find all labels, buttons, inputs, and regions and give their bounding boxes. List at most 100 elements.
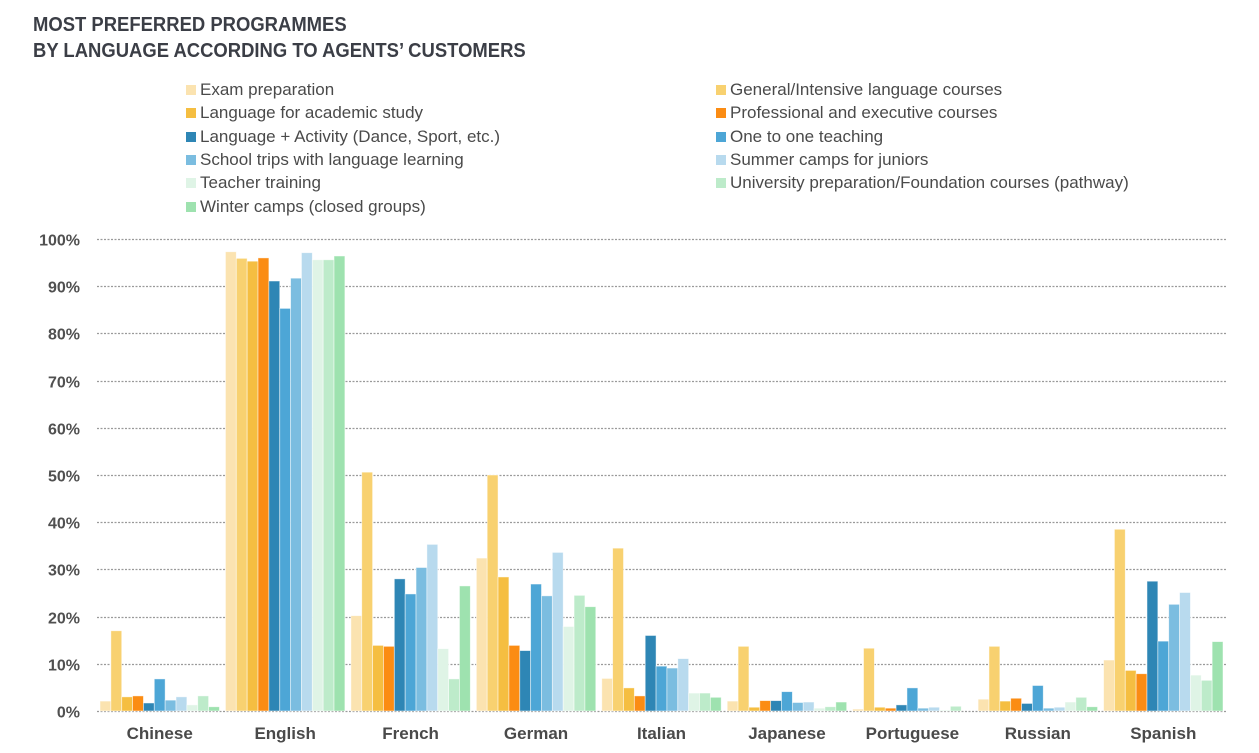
bar xyxy=(426,543,439,712)
legend-swatch xyxy=(716,108,726,119)
bar-group-japanese xyxy=(726,645,848,712)
bar xyxy=(208,706,220,712)
y-tick-label: 0% xyxy=(57,705,80,722)
bar xyxy=(99,700,112,712)
bar xyxy=(835,701,848,712)
bar xyxy=(1146,580,1159,712)
legend-label: Language for academic study xyxy=(200,103,424,123)
y-tick-label: 70% xyxy=(48,375,80,392)
legend-label: School trips with language learning xyxy=(200,149,464,169)
legend-swatch xyxy=(186,201,196,212)
bar xyxy=(1124,670,1137,712)
bar-group-russian xyxy=(977,645,1098,712)
legend-item: Language for academic study xyxy=(186,102,423,124)
legend-item: School trips with language learning xyxy=(186,149,464,171)
bar xyxy=(1103,659,1115,712)
bar xyxy=(486,474,499,712)
bar xyxy=(1086,706,1098,712)
bar xyxy=(541,595,553,712)
legend-item: Professional and executive courses xyxy=(716,102,997,124)
y-tick-label: 50% xyxy=(48,469,80,486)
bar xyxy=(1114,528,1126,712)
bar xyxy=(928,706,940,712)
x-tick-label: Japanese xyxy=(748,724,826,743)
legend-item: General/Intensive language courses xyxy=(716,79,1002,101)
chart-title: MOST PREFERRED PROGRAMMES BY LANGUAGE AC… xyxy=(33,12,526,64)
legend-label: General/Intensive language courses xyxy=(730,80,1003,99)
legend-swatch xyxy=(716,131,726,142)
bar xyxy=(301,252,313,712)
bar xyxy=(770,700,782,712)
legend-label: Summer camps for juniors xyxy=(730,149,929,169)
bar xyxy=(988,645,1001,712)
bar xyxy=(1211,641,1224,712)
bar xyxy=(759,700,772,712)
bar xyxy=(530,583,542,712)
bar xyxy=(153,678,166,712)
x-tick-label: English xyxy=(254,724,315,743)
bar xyxy=(164,699,177,712)
legend-swatch xyxy=(186,178,196,189)
bar-group-german xyxy=(475,474,597,712)
bar xyxy=(437,648,450,712)
bar xyxy=(225,251,237,712)
bar-group-english xyxy=(225,251,346,712)
bar xyxy=(601,678,614,712)
bar xyxy=(863,647,875,712)
legend-item: Exam preparation xyxy=(186,79,334,101)
bar xyxy=(322,259,335,712)
bar xyxy=(415,567,428,712)
bar xyxy=(372,644,384,712)
bar xyxy=(132,695,144,712)
y-tick-label: 20% xyxy=(48,611,80,628)
bar xyxy=(655,665,668,712)
bar xyxy=(873,706,886,712)
bar xyxy=(1075,696,1088,712)
bar xyxy=(699,692,711,712)
bar xyxy=(110,630,123,712)
bar xyxy=(781,691,793,712)
legend-item: University preparation/Foundation course… xyxy=(716,172,1129,194)
legend-item: Summer camps for juniors xyxy=(716,149,928,171)
bar xyxy=(361,471,374,712)
bar xyxy=(246,260,259,712)
bar xyxy=(1021,703,1033,712)
bar xyxy=(1179,592,1191,712)
chart-title-line-2: BY LANGUAGE ACCORDING TO AGENTS’ CUSTOME… xyxy=(33,39,526,62)
bar xyxy=(393,578,406,712)
legend-swatch xyxy=(186,154,196,165)
legend-swatch xyxy=(716,154,726,165)
x-tick-label: German xyxy=(504,724,568,743)
x-tick-label: Russian xyxy=(1005,724,1071,743)
bar xyxy=(939,709,951,712)
bar xyxy=(1010,697,1022,712)
y-tick-label: 40% xyxy=(48,516,80,533)
bar xyxy=(143,702,155,712)
x-tick-label: Chinese xyxy=(127,724,193,743)
bar xyxy=(584,606,597,712)
legend-label: Winter camps (closed groups) xyxy=(200,196,426,216)
legend-item: Teacher training xyxy=(186,172,321,194)
legend-label: Professional and executive courses xyxy=(730,103,998,123)
bar xyxy=(519,650,532,712)
bar xyxy=(290,277,302,712)
y-tick-label: 10% xyxy=(48,658,80,675)
bar-group-chinese xyxy=(99,630,220,712)
bar xyxy=(748,706,761,712)
bar xyxy=(895,704,908,712)
bar xyxy=(852,708,864,712)
bar xyxy=(677,658,690,712)
legend-swatch xyxy=(186,108,196,119)
x-tick-label: Italian xyxy=(637,724,686,743)
legend-label: University preparation/Foundation course… xyxy=(730,173,1129,193)
bar-group-french xyxy=(350,471,471,712)
y-tick-label: 80% xyxy=(48,327,80,344)
bar xyxy=(268,280,281,712)
legend-item: Winter camps (closed groups) xyxy=(186,196,426,218)
bar xyxy=(404,593,417,712)
bar xyxy=(737,645,750,712)
bar xyxy=(350,615,363,712)
bar xyxy=(1135,673,1148,712)
bar xyxy=(186,704,199,712)
